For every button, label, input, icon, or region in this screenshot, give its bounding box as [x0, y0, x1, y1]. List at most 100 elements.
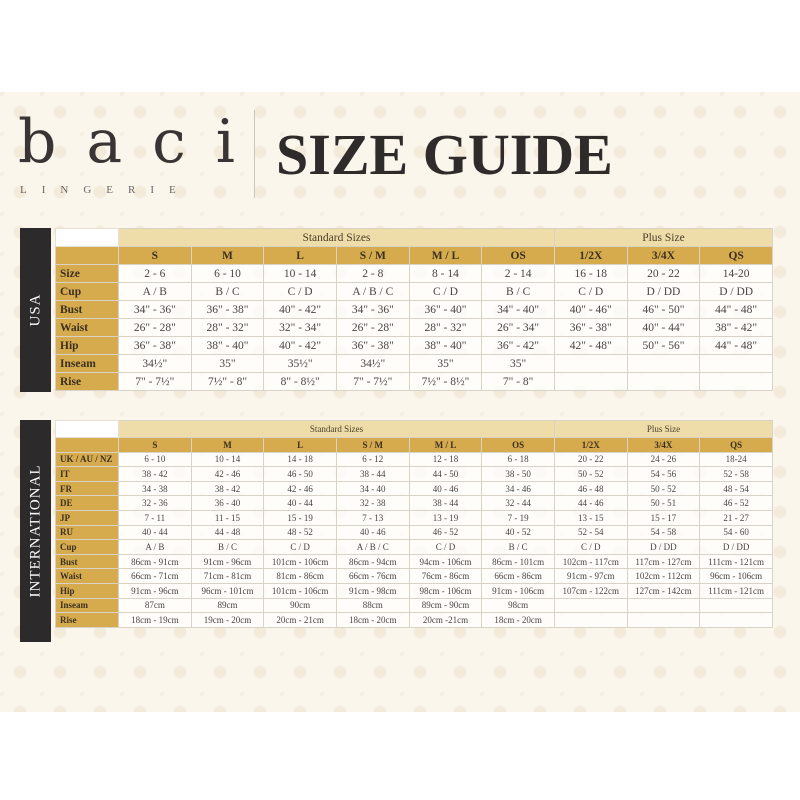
table-cell: 54 - 56: [626, 466, 701, 482]
column-header: M: [190, 437, 265, 453]
table-cell: 91cm - 96cm: [118, 582, 192, 599]
table-cell: 34½": [335, 354, 410, 373]
table-cell: C / D: [263, 282, 337, 301]
row-label: Bust: [55, 553, 119, 570]
table-cell: 40 - 52: [481, 524, 555, 541]
table-cell: 35": [481, 354, 555, 373]
table-cell: 15 - 19: [263, 509, 337, 526]
table-row: Bust 34" - 36" 36" - 38" 40" - 42" 34" - 36"…: [55, 300, 773, 319]
table-cell: D / DD: [699, 539, 773, 555]
table-cell: 21 - 27: [699, 509, 773, 526]
column-header: S: [118, 437, 192, 453]
table-cell: 46" - 50": [626, 300, 701, 319]
table-cell: 50 - 52: [553, 466, 628, 482]
table-cell: 38 - 44: [335, 466, 410, 482]
table-cell: [553, 372, 628, 391]
table-cell: 52 - 58: [699, 466, 773, 482]
row-label: Bust: [55, 300, 119, 319]
table-cell: 36" - 40": [408, 300, 483, 319]
table-cell: [699, 372, 773, 391]
column-header: QS: [699, 437, 773, 453]
table-cell: 38" - 42": [699, 318, 773, 337]
table-cell: 40 - 46: [408, 480, 483, 497]
table-cell: 10 - 14: [190, 451, 265, 468]
table-cell: 46 - 50: [263, 466, 337, 482]
table-cell: B / C: [190, 539, 265, 555]
table-cell: 66cm - 76cm: [335, 568, 410, 584]
table-cell: 66cm - 71cm: [118, 568, 192, 584]
table-cell: 42" - 48": [553, 336, 628, 355]
row-label: Waist: [55, 318, 119, 337]
table-cell: 98cm: [481, 597, 555, 614]
table-cell: 32 - 44: [481, 495, 555, 511]
table-cell: 44" - 48": [699, 336, 773, 355]
table-cell: B / C: [481, 539, 555, 555]
table-cell: 36 - 40: [190, 495, 265, 511]
table-cell: 40 - 44: [263, 495, 337, 511]
table-cell: 34" - 40": [481, 300, 555, 319]
column-header: OS: [481, 246, 555, 265]
table-cell: 16 - 18: [553, 264, 628, 283]
column-header: 3/4X: [626, 437, 701, 453]
table-cell: 18-24: [699, 451, 773, 468]
table-row: Hip 36" - 38" 38" - 40" 40" - 42" 36" - 38" 3…: [55, 336, 773, 355]
group-standard-sizes: Standard Sizes: [118, 228, 555, 247]
table-cell: 26" - 28": [118, 318, 192, 337]
table-cell: 91cm - 98cm: [335, 582, 410, 599]
table-cell: A / B: [118, 282, 192, 301]
table-cell: 32" - 34": [263, 318, 337, 337]
table-cell: [699, 612, 773, 628]
corner-cell: [55, 420, 119, 438]
table-cell: 18cm - 20cm: [481, 612, 555, 628]
column-header: M / L: [408, 246, 483, 265]
row-label: Cup: [55, 539, 119, 555]
table-cell: 2 - 8: [335, 264, 410, 283]
table-cell: 24 - 26: [626, 451, 701, 468]
column-header: S: [118, 246, 192, 265]
table-cell: 34 - 40: [335, 480, 410, 497]
table-cell: 36" - 42": [481, 336, 555, 355]
table-cell: A / B: [118, 539, 192, 555]
table-cell: B / C: [481, 282, 555, 301]
table-cell: D / DD: [699, 282, 773, 301]
table-cell: 91cm - 97cm: [553, 568, 628, 584]
table-cell: 111cm - 121cm: [699, 553, 773, 570]
table-cell: C / D: [408, 282, 483, 301]
row-label: JP: [55, 509, 119, 526]
international-label-text: INTERNATIONAL: [27, 464, 43, 598]
table-cell: 35½": [263, 354, 337, 373]
table-cell: 26" - 28": [335, 318, 410, 337]
table-cell: 8 - 14: [408, 264, 483, 283]
table-row: Rise 7" - 7½" 7½" - 8" 8" - 8½" 7" - 7½" 7½" …: [55, 372, 773, 391]
table-cell: [553, 612, 628, 628]
row-label: Cup: [55, 282, 119, 301]
table-cell: 98cm - 106cm: [408, 582, 483, 599]
table-cell: 117cm - 127cm: [626, 553, 701, 570]
table-row: DE 32 - 36 36 - 40 40 - 44 32 - 38 38 - 44 32 …: [55, 495, 773, 511]
table-cell: 38 - 42: [190, 480, 265, 497]
table-cell: 40" - 42": [263, 300, 337, 319]
table-cell: 46 - 52: [699, 495, 773, 511]
column-header: 3/4X: [626, 246, 701, 265]
table-cell: D / DD: [626, 282, 701, 301]
table-cell: 6 - 10: [118, 451, 192, 468]
table-cell: 2 - 14: [481, 264, 555, 283]
table-cell: 7½" - 8½": [408, 372, 483, 391]
table-cell: B / C: [190, 282, 265, 301]
corner-cell: [55, 228, 119, 247]
table-cell: 101cm - 106cm: [263, 582, 337, 599]
table-cell: 44 - 46: [553, 495, 628, 511]
table-cell: 7½" - 8": [190, 372, 265, 391]
table-cell: 7" - 8": [481, 372, 555, 391]
table-cell: 32 - 38: [335, 495, 410, 511]
table-cell: A / B / C: [335, 539, 410, 555]
table-cell: 40 - 46: [335, 524, 410, 541]
table-cell: 35": [190, 354, 265, 373]
table-cell: 46 - 52: [408, 524, 483, 541]
column-header: OS: [481, 437, 555, 453]
column-header: L: [263, 437, 337, 453]
column-header: L: [263, 246, 337, 265]
